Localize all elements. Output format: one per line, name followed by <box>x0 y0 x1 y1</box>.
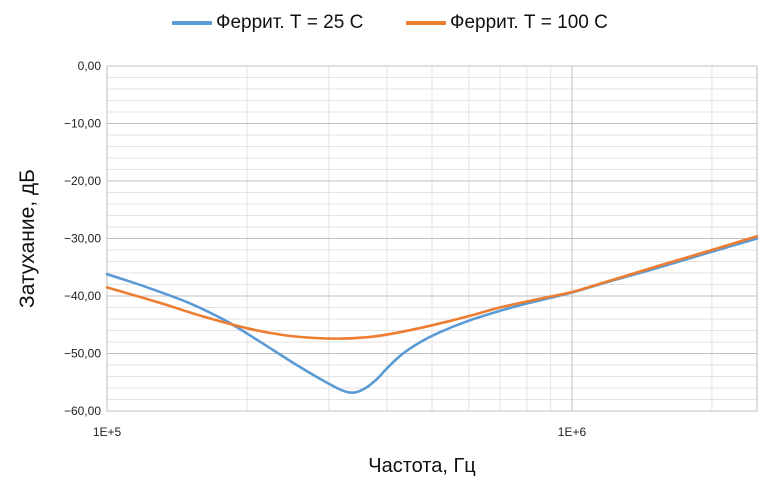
y-axis-label: Затухание, дБ <box>16 169 39 308</box>
x-axis-tick-labels: 1E+5 1E+6 <box>93 425 587 439</box>
y-tick-label: −20,00 <box>64 174 101 188</box>
legend-item-25c: Феррит. Т = 25 С <box>172 10 363 36</box>
x-tick-label: 1E+5 <box>93 425 122 439</box>
legend-label-25c: Феррит. Т = 25 С <box>216 12 364 33</box>
y-tick-label: −40,00 <box>64 289 101 303</box>
y-tick-label: 0,00 <box>78 59 102 73</box>
y-tick-label: −30,00 <box>64 232 101 246</box>
x-axis-label: Частота, Гц <box>368 455 476 477</box>
y-tick-label: −50,00 <box>64 347 101 361</box>
legend-swatch-100c <box>406 21 446 25</box>
legend-swatch-25c <box>172 21 212 25</box>
y-tick-label: −60,00 <box>64 404 101 418</box>
legend-item-100c: Феррит. Т = 100 С <box>406 10 608 36</box>
legend: Феррит. Т = 25 С Феррит. Т = 100 С <box>0 10 777 36</box>
x-tick-label: 1E+6 <box>558 425 587 439</box>
legend-label-100c: Феррит. Т = 100 С <box>450 12 608 33</box>
series-line-1 <box>105 234 759 340</box>
y-axis-tick-labels: 0,00 −10,00 −20,00 −30,00 −40,00 −50,00 −60,00 <box>64 59 101 418</box>
y-tick-label: −10,00 <box>64 117 101 131</box>
series-lines <box>105 234 759 395</box>
